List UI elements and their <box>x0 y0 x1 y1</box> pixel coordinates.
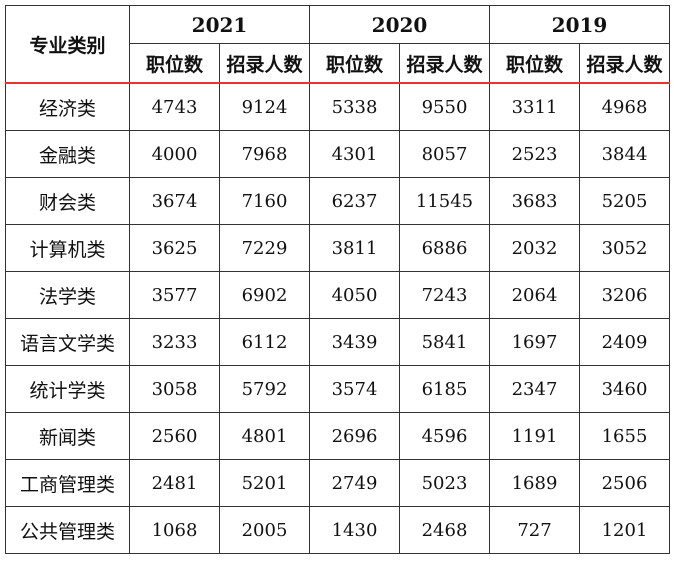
row-category-name: 公共管理类 <box>5 506 130 554</box>
cell-positions: 4050 <box>309 271 400 319</box>
cell-positions: 1191 <box>489 412 580 460</box>
cell-hires: 3844 <box>579 130 670 178</box>
cell-positions: 4000 <box>129 130 220 178</box>
cell-positions: 4301 <box>309 130 400 178</box>
cell-hires: 5841 <box>399 318 490 366</box>
cell-hires: 8057 <box>399 130 490 178</box>
cell-hires: 5201 <box>219 459 310 507</box>
cell-positions: 5338 <box>309 82 400 131</box>
table-row: 语言文学类 3233 6112 3439 5841 1697 2409 <box>5 318 670 366</box>
cell-positions: 3439 <box>309 318 400 366</box>
cell-hires: 6886 <box>399 224 490 272</box>
cell-hires: 1655 <box>579 412 670 460</box>
cell-positions: 2347 <box>489 365 580 413</box>
cell-hires: 4596 <box>399 412 490 460</box>
table-row: 经济类 4743 9124 5338 9550 3311 4968 <box>5 82 670 131</box>
sub-header-row: 职位数 招录人数 职位数 招录人数 职位数 招录人数 <box>6 43 670 84</box>
table-container: 专业类别 2021 2020 2019 职位数 招录人数 职位数 招录人数 职位… <box>5 5 670 554</box>
row-category-name: 新闻类 <box>5 412 130 460</box>
cell-positions: 3625 <box>129 224 220 272</box>
cell-hires: 4968 <box>579 82 670 131</box>
cell-positions: 3058 <box>129 365 220 413</box>
cell-hires: 4801 <box>219 412 310 460</box>
cell-hires: 5023 <box>399 459 490 507</box>
cell-positions: 727 <box>489 506 580 554</box>
cell-hires: 7160 <box>219 177 310 225</box>
table-row: 新闻类 2560 4801 2696 4596 1191 1655 <box>5 412 670 460</box>
cell-positions: 6237 <box>309 177 400 225</box>
cell-hires: 5205 <box>579 177 670 225</box>
cell-hires: 2409 <box>579 318 670 366</box>
table-body: 经济类 4743 9124 5338 9550 3311 4968 金融类 4000 7968 43… <box>5 82 670 554</box>
cell-positions: 3311 <box>489 82 580 131</box>
cell-positions: 1068 <box>129 506 220 554</box>
cell-hires: 3052 <box>579 224 670 272</box>
cell-positions: 2481 <box>129 459 220 507</box>
year-header-2020: 2020 <box>309 5 490 44</box>
cell-positions: 4743 <box>129 82 220 131</box>
cell-positions: 2523 <box>489 130 580 178</box>
cell-positions: 3683 <box>489 177 580 225</box>
table-row: 公共管理类 1068 2005 1430 2468 727 1201 <box>5 506 670 554</box>
cell-hires: 9550 <box>399 82 490 131</box>
cell-positions: 2696 <box>309 412 400 460</box>
sub-header-hires: 招录人数 <box>579 43 670 84</box>
row-category-name: 金融类 <box>5 130 130 178</box>
category-header: 专业类别 <box>5 5 130 84</box>
cell-hires: 6112 <box>219 318 310 366</box>
cell-positions: 3577 <box>129 271 220 319</box>
cell-positions: 2064 <box>489 271 580 319</box>
cell-positions: 1697 <box>489 318 580 366</box>
year-header-2019: 2019 <box>489 5 670 44</box>
cell-positions: 1430 <box>309 506 400 554</box>
table-row: 财会类 3674 7160 6237 11545 3683 5205 <box>5 177 670 225</box>
year-header-2021: 2021 <box>129 5 310 44</box>
sub-header-hires: 招录人数 <box>219 43 310 84</box>
cell-hires: 7968 <box>219 130 310 178</box>
sub-header-positions: 职位数 <box>489 43 580 84</box>
table-row: 统计学类 3058 5792 3574 6185 2347 3460 <box>5 365 670 413</box>
cell-hires: 2468 <box>399 506 490 554</box>
row-category-name: 经济类 <box>5 82 130 131</box>
table-row: 金融类 4000 7968 4301 8057 2523 3844 <box>5 130 670 178</box>
cell-hires: 1201 <box>579 506 670 554</box>
cell-hires: 6902 <box>219 271 310 319</box>
cell-positions: 3811 <box>309 224 400 272</box>
cell-positions: 2032 <box>489 224 580 272</box>
row-category-name: 统计学类 <box>5 365 130 413</box>
table-row: 工商管理类 2481 5201 2749 5023 1689 2506 <box>5 459 670 507</box>
sub-header-positions: 职位数 <box>309 43 400 84</box>
row-category-name: 财会类 <box>5 177 130 225</box>
cell-hires: 11545 <box>399 177 490 225</box>
recruitment-table: 专业类别 2021 2020 2019 职位数 招录人数 职位数 招录人数 职位… <box>5 5 670 554</box>
sub-header-positions: 职位数 <box>129 43 220 84</box>
cell-hires: 7229 <box>219 224 310 272</box>
row-category-name: 语言文学类 <box>5 318 130 366</box>
cell-positions: 2560 <box>129 412 220 460</box>
cell-hires: 7243 <box>399 271 490 319</box>
cell-hires: 2005 <box>219 506 310 554</box>
cell-positions: 2749 <box>309 459 400 507</box>
cell-positions: 3233 <box>129 318 220 366</box>
cell-hires: 2506 <box>579 459 670 507</box>
cell-positions: 3574 <box>309 365 400 413</box>
cell-positions: 1689 <box>489 459 580 507</box>
table-row: 法学类 3577 6902 4050 7243 2064 3206 <box>5 271 670 319</box>
row-category-name: 计算机类 <box>5 224 130 272</box>
table-row: 计算机类 3625 7229 3811 6886 2032 3052 <box>5 224 670 272</box>
cell-hires: 3460 <box>579 365 670 413</box>
year-header-row: 专业类别 2021 2020 2019 <box>5 5 670 84</box>
row-category-name: 工商管理类 <box>5 459 130 507</box>
row-category-name: 法学类 <box>5 271 130 319</box>
cell-positions: 3674 <box>129 177 220 225</box>
sub-header-hires: 招录人数 <box>399 43 490 84</box>
cell-hires: 3206 <box>579 271 670 319</box>
cell-hires: 6185 <box>399 365 490 413</box>
cell-hires: 5792 <box>219 365 310 413</box>
cell-hires: 9124 <box>219 82 310 131</box>
